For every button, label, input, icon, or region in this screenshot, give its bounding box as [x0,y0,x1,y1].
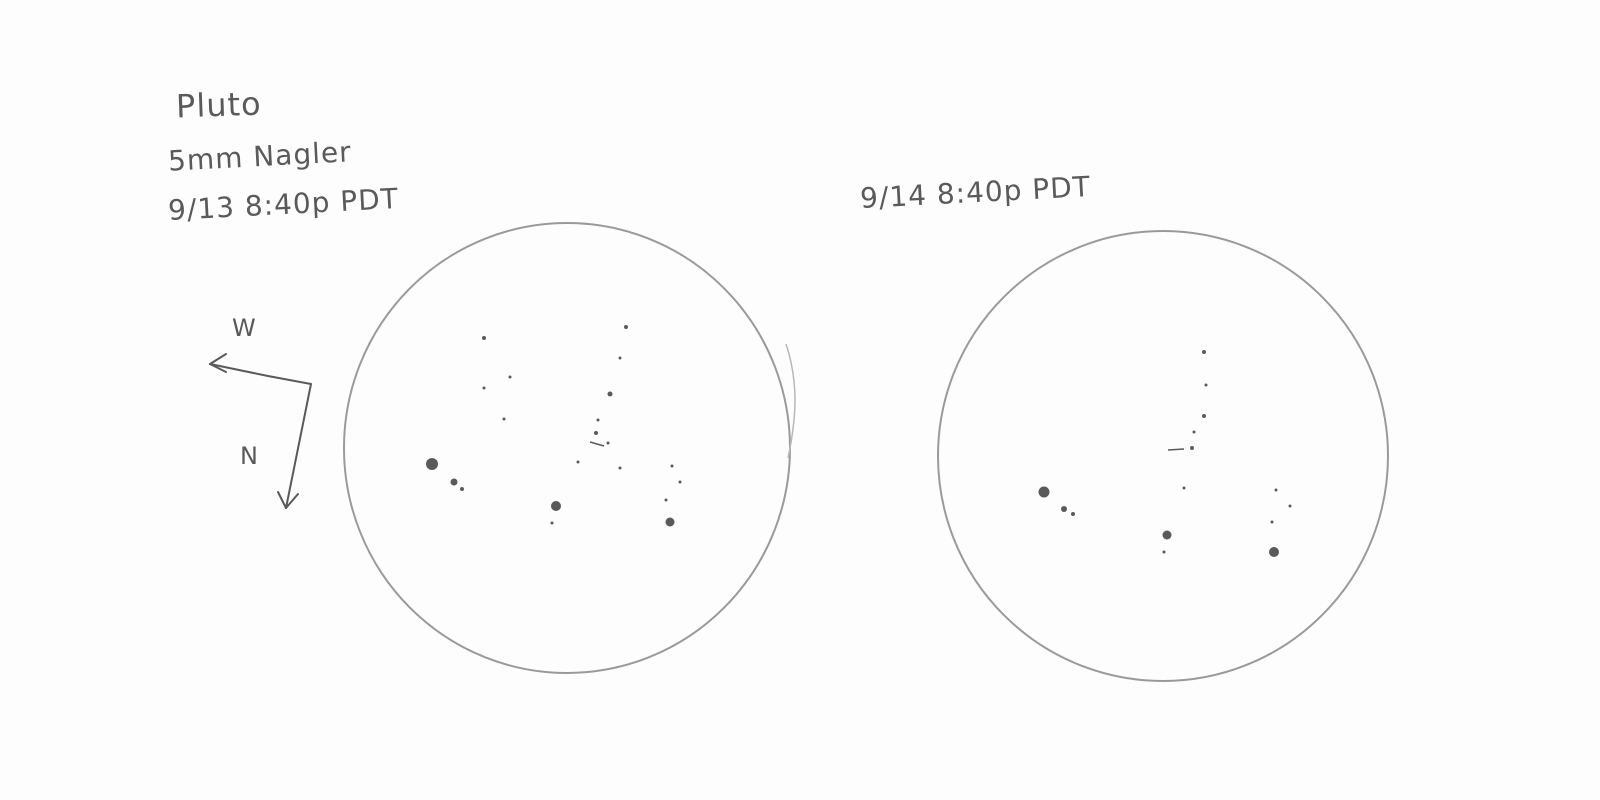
star [1162,550,1166,554]
star [670,464,674,468]
north-label: N [240,442,259,470]
west-arrow-head [209,353,227,373]
stars-1 [426,325,682,527]
star [1204,383,1208,387]
star [550,521,554,525]
field-of-view-1 [343,222,796,674]
star [460,487,464,491]
star [1038,486,1050,498]
star [624,325,628,329]
star [576,460,580,464]
field-circle-1-edge-mark [785,343,796,459]
north-arrow [285,383,312,509]
north-arrow-head [277,491,299,509]
star [1202,350,1206,354]
star [1190,446,1194,450]
star [596,418,600,422]
west-arrow [209,363,312,385]
star [426,458,438,470]
star [664,498,668,502]
star [1202,414,1206,418]
pluto-position-mark-2 [1167,448,1185,451]
star [502,417,506,421]
star [1162,530,1172,540]
pluto-position-mark-1 [589,441,605,447]
star [450,478,458,486]
star [618,356,622,360]
star [1182,486,1186,490]
star [1288,504,1292,508]
star [482,386,486,390]
star [607,391,613,397]
orientation-compass [209,353,312,509]
star [508,375,512,379]
star [1269,547,1279,557]
star [482,336,486,340]
star [1274,488,1278,492]
star [665,517,675,527]
star [678,480,682,484]
field-circle-1 [343,222,791,674]
field-circle-2 [937,230,1389,682]
star [1071,512,1075,516]
star [594,431,598,435]
west-label: W [232,314,257,342]
star [1270,520,1274,524]
star [606,441,610,445]
field-of-view-2 [937,230,1389,682]
star [1192,430,1196,434]
star [618,466,622,470]
star [551,501,561,511]
stars-2 [1038,350,1292,557]
star [1061,506,1067,512]
